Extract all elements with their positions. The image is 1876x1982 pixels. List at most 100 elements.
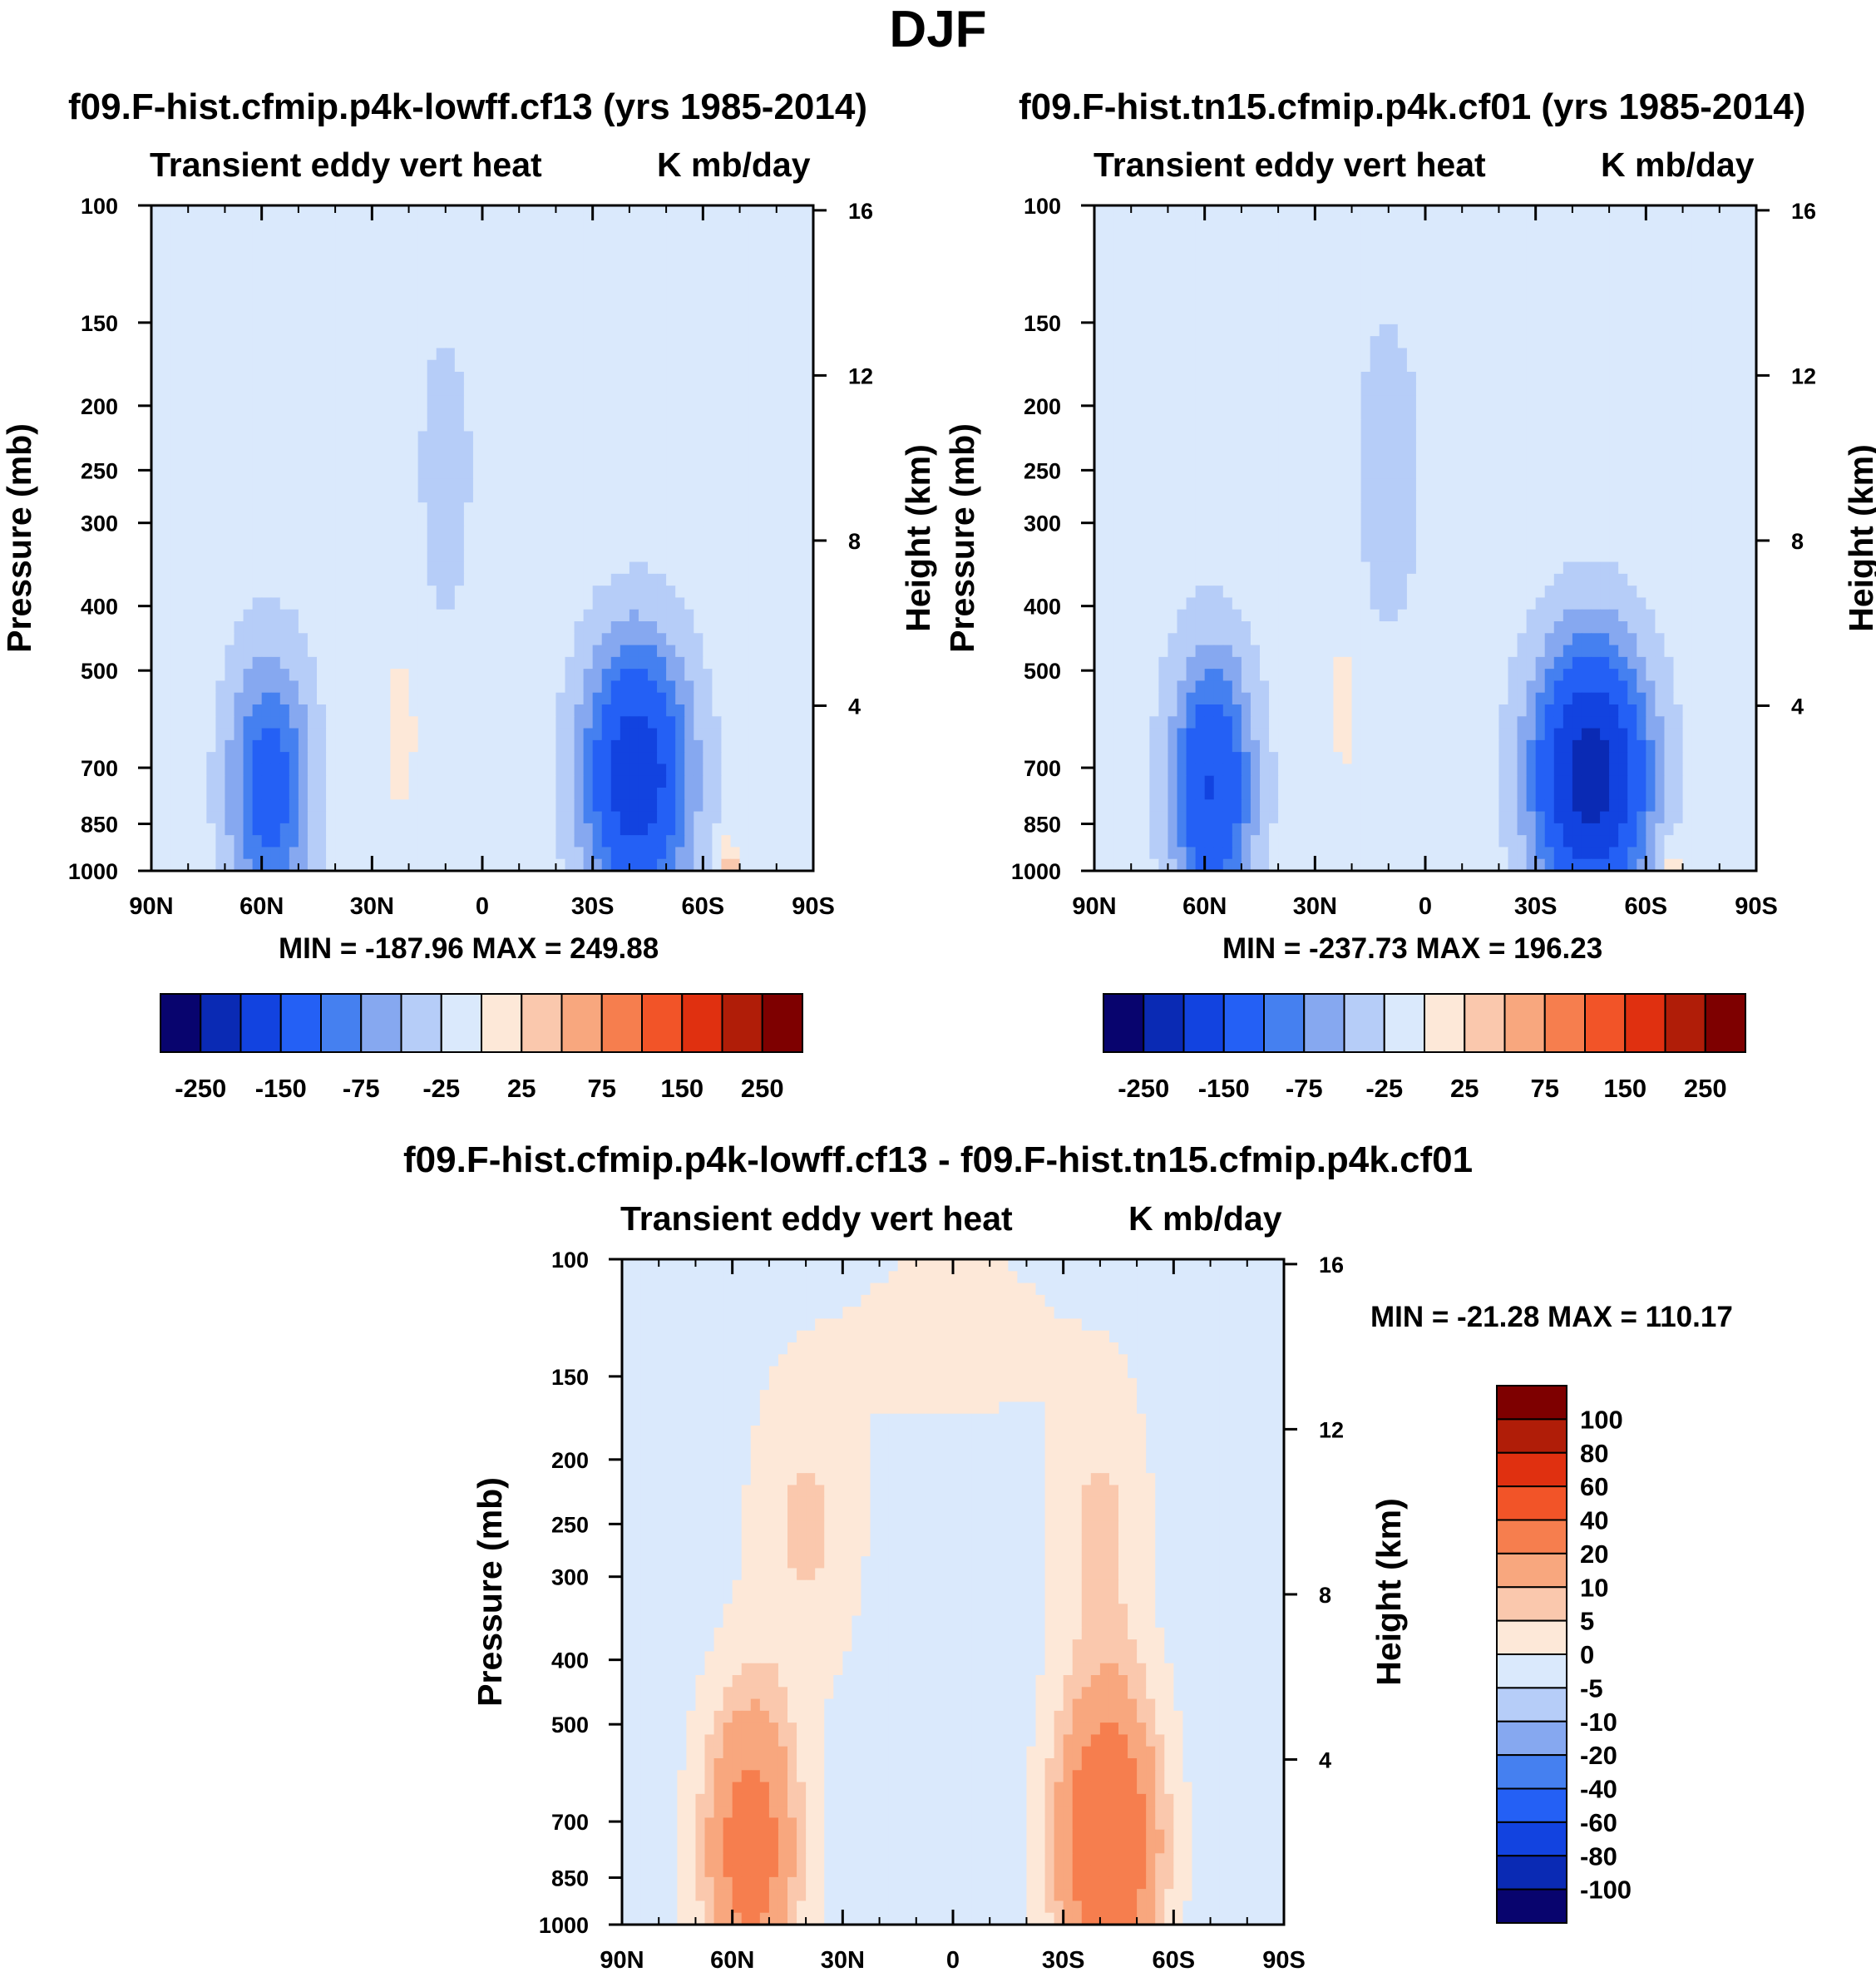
contour-cell [482,514,492,527]
contour-cell [648,561,658,575]
contour-cell [151,217,161,230]
contour-cell [785,692,796,705]
contour-cell [1462,276,1472,289]
contour-cell [1453,264,1463,278]
contour-cell [381,788,392,800]
contour-cell [592,336,603,349]
contour-cell [372,621,382,634]
contour-cell [666,680,676,694]
contour-cell [206,692,216,705]
contour-cell [372,205,382,218]
contour-cell [399,442,410,456]
contour-cell [234,799,244,813]
contour-cell [1508,300,1518,314]
contour-cell [326,348,336,361]
contour-cell [666,764,676,777]
contour-cell [326,847,336,860]
contour-cell [785,811,796,824]
contour-cell [215,467,226,480]
contour-cell [307,324,318,337]
contour-cell [519,312,529,325]
contour-cell [1287,276,1297,289]
contour-cell [528,775,538,788]
contour-cell [519,550,529,563]
contour-cell [372,775,382,788]
panel1-title: f09.F-hist.cfmip.p4k-lowff.cf13 (yrs 198… [68,86,867,127]
contour-cell [519,811,529,824]
contour-cell [307,823,318,836]
contour-cell [1094,264,1104,278]
contour-cell [629,811,639,824]
contour-cell [537,478,547,492]
contour-cell [289,680,299,694]
contour-cell [1581,312,1592,325]
contour-cell [537,502,547,516]
contour-cell [160,442,170,456]
contour-cell [794,336,805,349]
contour-cell [684,407,694,420]
contour-cell [381,526,392,539]
contour-cell [188,300,198,314]
contour-cell [638,419,649,432]
contour-cell [408,823,419,836]
contour-cell [463,621,474,634]
contour-cell [785,538,796,551]
contour-cell [463,561,474,575]
contour-cell [353,312,363,325]
contour-cell [721,467,732,480]
contour-cell [501,289,511,301]
contour-cell [767,467,778,480]
contour-cell [482,669,492,682]
contour-cell [427,586,437,599]
x-tick-label: 60N [239,893,284,920]
contour-cell [703,478,713,492]
contour-cell [1379,312,1390,325]
contour-cell [381,609,392,622]
contour-cell [739,336,750,349]
contour-cell [1103,276,1113,289]
contour-cell [1342,312,1353,325]
contour-cell [519,752,529,765]
contour-cell [694,752,704,765]
contour-cell [353,395,363,408]
contour-cell [501,752,511,765]
contour-cell [279,526,290,539]
contour-cell [583,764,594,777]
contour-cell [657,442,667,456]
contour-cell [803,478,814,492]
contour-cell [335,264,345,278]
contour-cell [638,442,649,456]
contour-cell [785,253,796,266]
contour-cell [197,348,207,361]
contour-cell [1342,300,1353,314]
contour-cell [712,264,723,278]
contour-cell [472,811,483,824]
contour-cell [519,764,529,777]
contour-cell [519,847,529,860]
contour-cell [197,526,207,539]
y2-tick-label: 8 [848,529,861,554]
contour-cell [694,514,704,527]
contour-cell [703,289,713,301]
contour-cell [583,752,594,765]
contour-cell [1370,312,1380,325]
contour-cell [225,669,235,682]
contour-cell [289,656,299,670]
contour-cell [537,419,547,432]
contour-cell [546,407,557,420]
contour-cell [592,752,603,765]
contour-cell [298,217,309,230]
contour-cell [1177,336,1187,349]
contour-cell [785,442,796,456]
contour-cell [197,573,207,586]
contour-cell [243,573,254,586]
contour-cell [629,656,639,670]
contour-cell [758,609,768,622]
contour-cell [629,348,639,361]
contour-cell [546,645,557,658]
contour-cell [675,205,685,218]
contour-cell [694,656,704,670]
contour-cell [730,383,741,397]
contour-cell [537,253,547,266]
contour-cell [270,752,281,765]
